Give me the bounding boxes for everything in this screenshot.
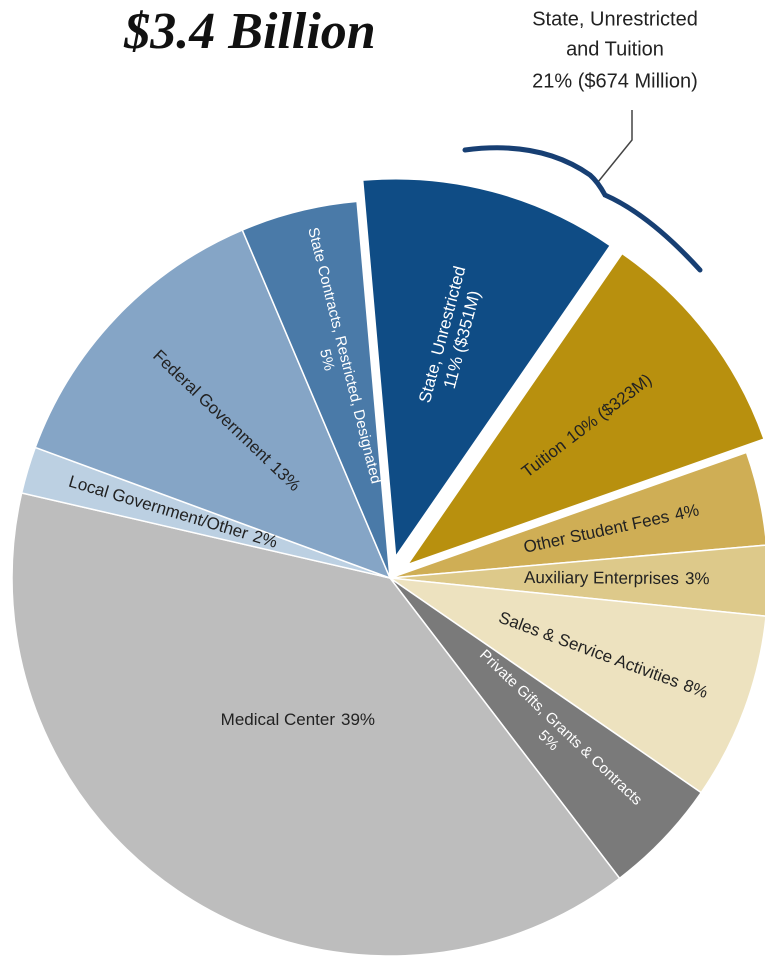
pie-slice: [405, 252, 765, 567]
pie-slice: [389, 544, 765, 617]
slice-name: Auxiliary Enterprises: [524, 568, 679, 588]
slice-value: 5%: [316, 347, 338, 372]
slice-value: 39%: [341, 710, 375, 729]
annotation-brace: [462, 145, 703, 273]
annotation: 21% ($674 Million): [532, 70, 698, 92]
annotation: and Tuition: [566, 38, 664, 60]
pie-slice: [361, 177, 612, 559]
slice-value: 4%: [673, 501, 701, 525]
slice-name: Medical Center: [221, 710, 336, 729]
pie: State, Unrestricted11% ($351M)Tuition10%…: [11, 177, 765, 957]
pie-slice: [241, 200, 391, 579]
slice-label: Medical Center 39%: [221, 710, 375, 729]
pie-slice: [11, 492, 621, 957]
slice-label: Auxiliary Enterprises 3%: [524, 568, 710, 588]
chart-title: $3.4 Billion: [123, 3, 375, 60]
annotation: State, Unrestricted: [532, 8, 698, 30]
pie-slice: [389, 451, 765, 579]
slice-value: 3%: [685, 570, 710, 589]
pie-slice: [34, 229, 392, 580]
annotation-leader: [597, 110, 633, 183]
